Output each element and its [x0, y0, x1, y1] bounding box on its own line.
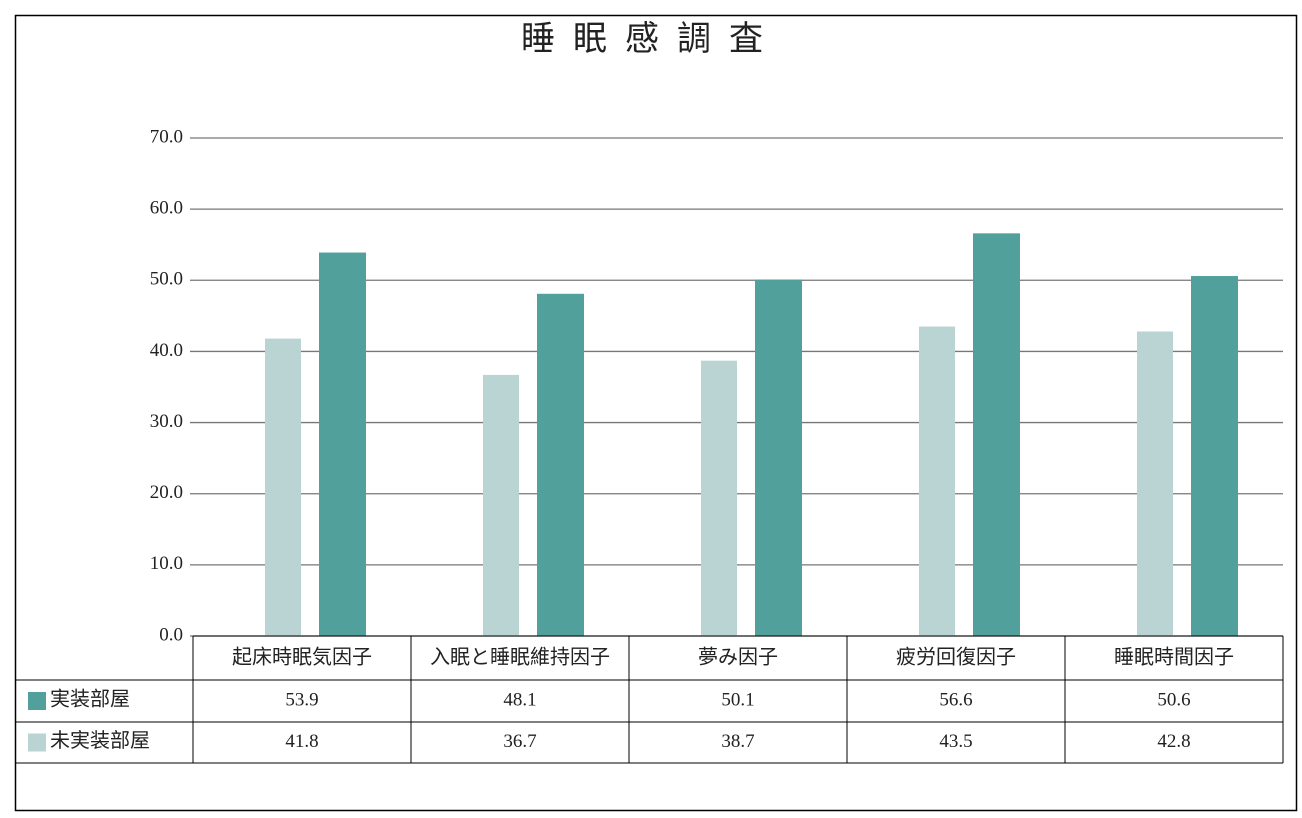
table-value: 50.6: [1157, 689, 1190, 710]
bar: [755, 279, 802, 636]
table-value: 43.5: [939, 731, 972, 752]
y-tick-label: 50.0: [150, 269, 183, 290]
x-tick-label: 夢み因子: [698, 646, 778, 669]
legend-swatch: [28, 733, 46, 752]
table-value: 41.8: [285, 731, 318, 752]
bar: [483, 374, 519, 636]
x-tick-label: 起床時眠気因子: [232, 646, 372, 669]
table-value: 48.1: [503, 689, 536, 710]
y-tick-label: 30.0: [150, 411, 183, 432]
table-value: 53.9: [285, 689, 318, 710]
y-tick-label: 70.0: [150, 126, 183, 147]
y-tick-label: 10.0: [150, 553, 183, 574]
legend-swatch: [28, 692, 46, 710]
bar: [265, 338, 301, 636]
y-tick-label: 0.0: [159, 624, 183, 645]
table-value: 38.7: [721, 731, 754, 752]
bar: [319, 252, 366, 637]
bar: [537, 293, 584, 636]
chart-title: 睡眠感調査: [521, 20, 781, 58]
y-tick-label: 20.0: [150, 482, 183, 503]
bar: [1191, 276, 1238, 636]
legend-label: 実装部屋: [50, 688, 130, 711]
bar: [919, 326, 955, 636]
bar: [701, 360, 737, 636]
table-value: 42.8: [1157, 731, 1190, 752]
x-tick-label: 睡眠時間因子: [1114, 646, 1234, 669]
x-tick-label: 入眠と睡眠維持因子: [430, 646, 610, 669]
y-tick-label: 60.0: [150, 198, 183, 219]
x-tick-label: 疲労回復因子: [896, 646, 1016, 669]
table-value: 56.6: [939, 689, 972, 710]
bar: [973, 233, 1020, 636]
bar: [1137, 331, 1173, 636]
table-value: 50.1: [721, 689, 754, 710]
legend-label: 未実装部屋: [50, 729, 150, 752]
table-value: 36.7: [503, 731, 536, 752]
y-tick-label: 40.0: [150, 340, 183, 361]
frame: [14, 14, 1298, 812]
